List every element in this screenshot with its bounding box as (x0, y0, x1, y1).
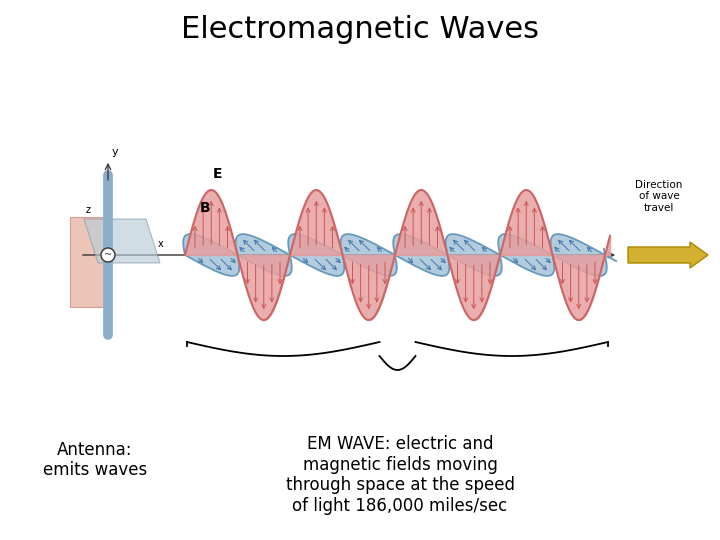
Polygon shape (84, 219, 160, 263)
Text: y: y (112, 147, 119, 157)
Circle shape (101, 248, 115, 262)
Text: z: z (86, 205, 91, 215)
Polygon shape (70, 217, 110, 307)
Text: E: E (212, 167, 222, 181)
Text: EM WAVE: electric and
magnetic fields moving
through space at the speed
of light: EM WAVE: electric and magnetic fields mo… (286, 435, 515, 515)
Text: Electromagnetic Waves: Electromagnetic Waves (181, 16, 539, 44)
Text: x: x (158, 239, 163, 249)
Polygon shape (183, 234, 616, 276)
Text: B: B (199, 201, 210, 215)
Text: ~: ~ (104, 250, 112, 260)
Text: Direction
of wave
travel: Direction of wave travel (635, 180, 683, 213)
FancyArrow shape (628, 242, 708, 268)
Text: Antenna:
emits waves: Antenna: emits waves (43, 441, 147, 480)
